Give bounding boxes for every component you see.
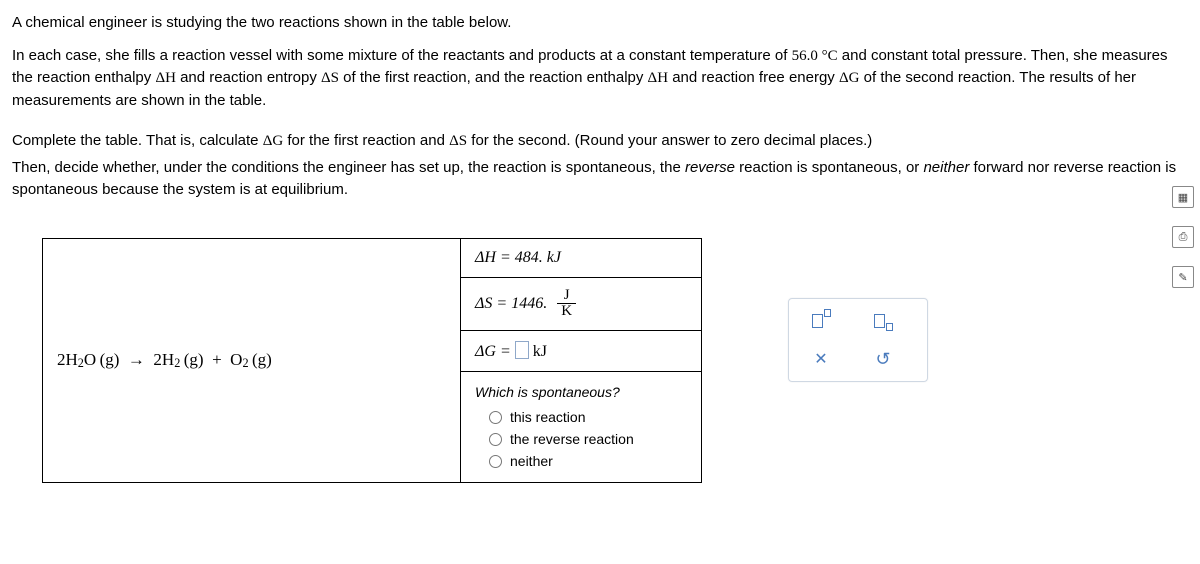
clear-button[interactable]: ✕ [807, 347, 835, 371]
reverse-word: reverse [685, 159, 735, 176]
instr2-a: Then, decide whether, under the conditio… [12, 159, 685, 176]
delta-s-unit: J K [557, 288, 576, 321]
radio-this-reaction[interactable]: this reaction [475, 406, 687, 428]
side-toolbar: ▦ ⎙ ✎ [1172, 130, 1200, 306]
sym-h2: H [162, 350, 174, 369]
arrow: → [128, 350, 145, 369]
delta-g-symbol-2: ΔG [263, 133, 283, 149]
sub-2: 2 [174, 356, 180, 370]
intro2-d: of the first reaction, and the reaction … [339, 69, 648, 86]
sym-o2: O [230, 350, 242, 369]
radio-label-2: the reverse reaction [510, 431, 634, 447]
phase-1: (g) [100, 350, 120, 369]
subscript-button[interactable] [869, 309, 897, 333]
radio-label-1: this reaction [510, 409, 585, 425]
instr2-b: reaction is spontaneous, or [735, 159, 923, 176]
delta-g-input[interactable] [515, 341, 529, 359]
plus: + [212, 350, 222, 369]
radio-reverse-reaction[interactable]: the reverse reaction [475, 428, 687, 450]
math-palette: ✕ ↺ [788, 298, 928, 382]
delta-g-cell: ΔG = kJ [461, 331, 701, 372]
intro-line-1: A chemical engineer is studying the two … [12, 12, 1188, 35]
side-icon-1[interactable]: ▦ [1172, 186, 1194, 208]
delta-h-symbol-2: ΔH [648, 70, 668, 86]
spontaneous-cell: Which is spontaneous? this reaction the … [461, 372, 701, 482]
delta-s-symbol-2: ΔS [449, 133, 467, 149]
instr1-a: Complete the table. That is, calculate [12, 132, 263, 149]
unit-k: K [557, 304, 576, 320]
radio-icon [489, 433, 502, 446]
phase-2: (g) [184, 350, 204, 369]
delta-g-label: ΔG = [475, 343, 515, 360]
instr1-c: for the second. (Round your answer to ze… [467, 132, 872, 149]
unit-j: J [557, 288, 576, 305]
intro2-a: In each case, she fills a reaction vesse… [12, 47, 792, 64]
delta-h-cell: ΔH = 484. kJ [461, 239, 701, 278]
instruction-line-2: Then, decide whether, under the conditio… [12, 157, 1188, 202]
side-icon-3[interactable]: ✎ [1172, 266, 1194, 288]
radio-neither[interactable]: neither [475, 450, 687, 472]
superscript-button[interactable] [807, 309, 835, 333]
coef-2: 2 [153, 350, 162, 369]
intro2-c: and reaction entropy [176, 69, 321, 86]
delta-s-cell: ΔS = 1446. J K [461, 278, 701, 332]
delta-g-symbol: ΔG [839, 70, 859, 86]
reaction-table: 2H2O (g) → 2H2 (g) + O2 (g) ΔH = 484. kJ… [42, 238, 702, 484]
temperature-value: 56.0 °C [792, 48, 838, 64]
radio-label-3: neither [510, 453, 553, 469]
delta-g-unit: kJ [533, 343, 547, 360]
coef-1: 2 [57, 350, 66, 369]
delta-h-symbol: ΔH [155, 70, 175, 86]
intro-line-2: In each case, she fills a reaction vesse… [12, 45, 1188, 113]
reset-button[interactable]: ↺ [869, 347, 897, 371]
reaction-cell: 2H2O (g) → 2H2 (g) + O2 (g) [43, 239, 461, 483]
delta-s-symbol: ΔS [321, 70, 339, 86]
reaction-equation: 2H2O (g) → 2H2 (g) + O2 (g) [57, 350, 272, 371]
sym-h: H [66, 350, 78, 369]
sub-3: 2 [242, 356, 248, 370]
instr1-b: for the first reaction and [283, 132, 449, 149]
instruction-line-1: Complete the table. That is, calculate Δ… [12, 130, 1188, 153]
delta-h-value: ΔH = 484. kJ [475, 249, 561, 266]
sym-o: O [84, 350, 96, 369]
radio-icon [489, 455, 502, 468]
phase-3: (g) [252, 350, 272, 369]
neither-word: neither [923, 159, 969, 176]
delta-s-value: ΔS = 1446. [475, 294, 547, 311]
radio-icon [489, 411, 502, 424]
side-icon-2[interactable]: ⎙ [1172, 226, 1194, 248]
spontaneous-question: Which is spontaneous? [475, 382, 687, 406]
intro2-e: and reaction free energy [668, 69, 839, 86]
